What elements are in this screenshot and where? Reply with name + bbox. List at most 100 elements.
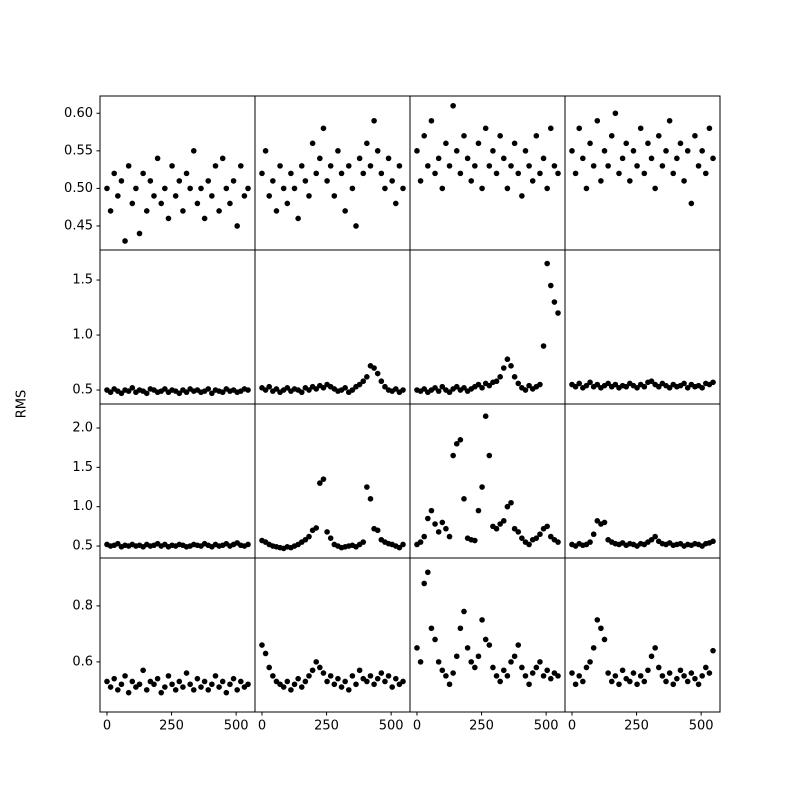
data-point xyxy=(461,608,467,615)
data-point xyxy=(421,133,428,139)
data-point xyxy=(526,681,532,688)
data-point xyxy=(572,170,579,177)
data-point xyxy=(266,193,273,199)
data-point xyxy=(273,208,280,214)
data-point xyxy=(400,541,406,548)
data-point xyxy=(187,681,193,688)
data-point xyxy=(486,163,493,169)
data-point xyxy=(446,681,453,688)
data-point xyxy=(317,480,323,486)
data-point xyxy=(227,681,233,688)
y-axis-label: RMS xyxy=(15,390,30,419)
data-point xyxy=(594,518,601,524)
data-point xyxy=(158,200,165,207)
x-tick-label: 0 xyxy=(568,719,576,734)
data-point xyxy=(115,193,121,199)
data-point xyxy=(547,675,554,682)
data-point xyxy=(118,390,125,397)
data-point xyxy=(453,440,460,447)
data-point xyxy=(122,673,128,679)
data-point xyxy=(371,365,377,371)
data-point xyxy=(107,684,114,690)
data-point xyxy=(666,117,673,124)
data-point xyxy=(353,223,359,229)
data-point xyxy=(374,148,381,154)
data-point xyxy=(472,664,478,671)
data-point xyxy=(364,140,370,147)
data-point xyxy=(497,678,503,685)
data-point xyxy=(519,535,525,541)
data-point xyxy=(345,687,352,693)
data-point xyxy=(125,163,132,169)
data-point xyxy=(544,260,550,267)
data-point xyxy=(306,387,312,393)
data-point xyxy=(219,155,226,162)
data-point xyxy=(544,523,550,530)
data-point xyxy=(529,178,536,184)
data-point xyxy=(601,148,608,154)
data-point xyxy=(176,678,183,685)
data-point xyxy=(169,681,175,688)
data-point xyxy=(663,678,669,685)
data-point xyxy=(475,653,482,660)
data-point xyxy=(641,170,648,177)
data-point xyxy=(674,675,680,682)
data-point xyxy=(446,163,453,169)
data-point xyxy=(684,385,691,391)
data-point xyxy=(533,133,540,139)
panel-frame xyxy=(409,249,566,405)
data-point xyxy=(385,155,392,162)
data-point xyxy=(580,155,586,162)
data-point xyxy=(432,636,438,643)
data-point xyxy=(500,155,507,162)
data-point xyxy=(655,383,662,390)
data-point xyxy=(645,667,651,674)
data-point xyxy=(544,667,550,674)
data-point xyxy=(482,413,489,419)
data-point xyxy=(435,155,442,162)
data-point xyxy=(692,133,698,139)
y-tick-label: 0.60 xyxy=(64,106,93,121)
data-point xyxy=(446,533,453,540)
data-point xyxy=(270,673,276,679)
data-point xyxy=(446,389,453,396)
data-point xyxy=(151,193,157,199)
data-point xyxy=(515,170,522,177)
y-tick-label: 1.5 xyxy=(72,460,93,475)
data-point xyxy=(645,140,651,147)
data-point xyxy=(245,387,251,393)
x-tick-label: 500 xyxy=(534,719,559,734)
data-point xyxy=(245,681,251,688)
data-point xyxy=(209,681,215,688)
data-point xyxy=(544,185,550,192)
data-point xyxy=(230,675,237,682)
data-point xyxy=(284,678,291,685)
data-point xyxy=(259,170,265,177)
data-point xyxy=(439,383,446,390)
data-point xyxy=(190,687,197,693)
panel-frame xyxy=(564,557,721,713)
y-tick-label: 0.55 xyxy=(64,143,93,158)
data-point xyxy=(655,133,662,139)
data-point xyxy=(706,670,713,676)
data-point xyxy=(349,387,356,393)
data-point xyxy=(605,670,611,676)
data-point xyxy=(262,148,269,154)
data-point xyxy=(111,675,118,682)
data-point xyxy=(522,387,529,393)
data-point xyxy=(425,515,431,522)
y-tick-label: 0.5 xyxy=(72,539,93,554)
x-tick-label: 500 xyxy=(689,719,714,734)
data-point xyxy=(666,385,673,391)
data-point xyxy=(331,193,338,199)
data-point xyxy=(129,678,136,685)
data-point xyxy=(237,163,244,169)
data-point xyxy=(198,684,204,690)
data-point xyxy=(526,382,532,389)
data-point xyxy=(634,385,640,391)
data-point xyxy=(367,496,374,502)
data-point xyxy=(569,670,575,676)
data-point xyxy=(382,678,388,685)
data-point xyxy=(280,684,287,690)
